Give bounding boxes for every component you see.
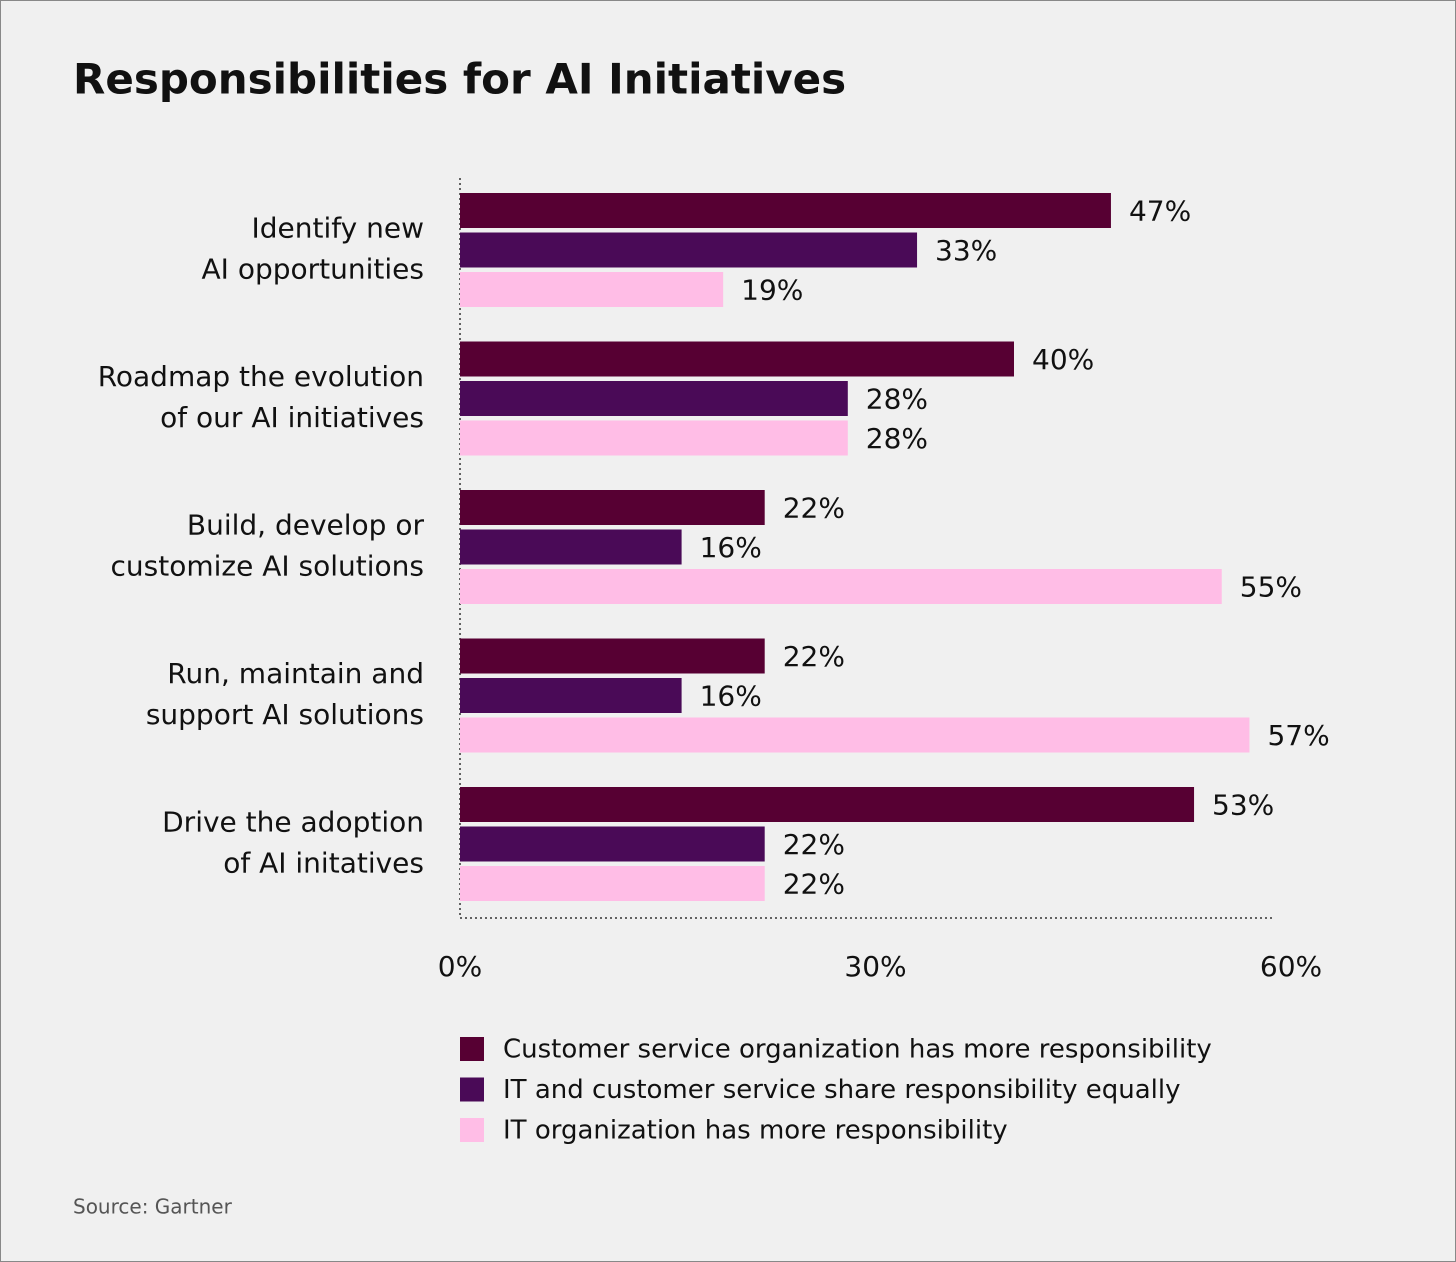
legend-swatch xyxy=(460,1037,484,1061)
legend-swatch xyxy=(460,1077,484,1102)
x-tick-label: 60% xyxy=(1260,950,1322,983)
y-tick-label-line: customize AI solutions xyxy=(111,550,425,583)
y-tick-label-line: support AI solutions xyxy=(146,698,424,731)
bar xyxy=(460,826,765,862)
value-label: 55% xyxy=(1240,571,1302,604)
value-label: 22% xyxy=(783,492,845,525)
bar xyxy=(460,272,724,307)
value-label: 22% xyxy=(783,828,845,861)
bar xyxy=(460,678,682,713)
y-tick-label: Run, maintain and support AI solutions xyxy=(146,657,424,731)
value-label: 22% xyxy=(783,868,845,901)
legend-swatch xyxy=(460,1118,484,1142)
y-tick-label-line: Build, develop or xyxy=(187,509,425,542)
x-tick-label: 0% xyxy=(438,950,482,983)
bar xyxy=(460,866,765,901)
y-tick-label-line: Drive the adoption xyxy=(162,806,424,839)
chart-title: Responsibilities for AI Initiatives xyxy=(73,55,846,104)
bar xyxy=(460,638,765,674)
value-label: 28% xyxy=(866,383,928,416)
value-label: 47% xyxy=(1129,195,1191,228)
y-tick-label-line: Roadmap the evolution xyxy=(98,360,424,393)
y-tick-label: Roadmap the evolution of our AI initiativ… xyxy=(98,360,424,434)
value-label: 40% xyxy=(1032,343,1094,376)
legend-label: IT and customer service share responsibi… xyxy=(503,1075,1181,1105)
bar xyxy=(460,490,765,525)
y-tick-label-line: Run, maintain and xyxy=(167,657,424,690)
y-tick-label-line: of AI initatives xyxy=(223,847,424,880)
source: Source: Gartner xyxy=(73,1195,233,1219)
value-label: 16% xyxy=(700,680,762,713)
y-tick-label-line: of our AI initiatives xyxy=(160,401,424,434)
x-tick-label: 30% xyxy=(844,950,906,983)
value-label: 19% xyxy=(741,274,803,307)
value-label: 57% xyxy=(1267,719,1329,752)
y-tick-label: Drive the adoption of AI initatives xyxy=(162,806,424,880)
bar xyxy=(460,193,1111,228)
y-tick-label-line: Identify new xyxy=(252,212,424,245)
bar xyxy=(460,569,1222,604)
y-tick-label: Identify new AI opportunities xyxy=(202,212,424,286)
bar xyxy=(460,381,848,416)
y-tick-label: Build, develop or customize AI solutions xyxy=(111,509,425,583)
value-label: 53% xyxy=(1212,789,1274,822)
value-label: 22% xyxy=(783,640,845,673)
bar xyxy=(460,717,1250,753)
bar xyxy=(460,232,918,268)
bar xyxy=(460,420,848,456)
bar xyxy=(460,787,1195,822)
legend-label: IT organization has more responsibility xyxy=(503,1116,1008,1146)
value-label: 16% xyxy=(700,531,762,564)
legend-label: Customer service organization has more r… xyxy=(503,1035,1212,1065)
value-label: 28% xyxy=(866,422,928,455)
y-tick-label-line: AI opportunities xyxy=(202,253,424,286)
bar xyxy=(460,529,682,565)
value-label: 33% xyxy=(935,234,997,267)
bar xyxy=(460,341,1014,377)
